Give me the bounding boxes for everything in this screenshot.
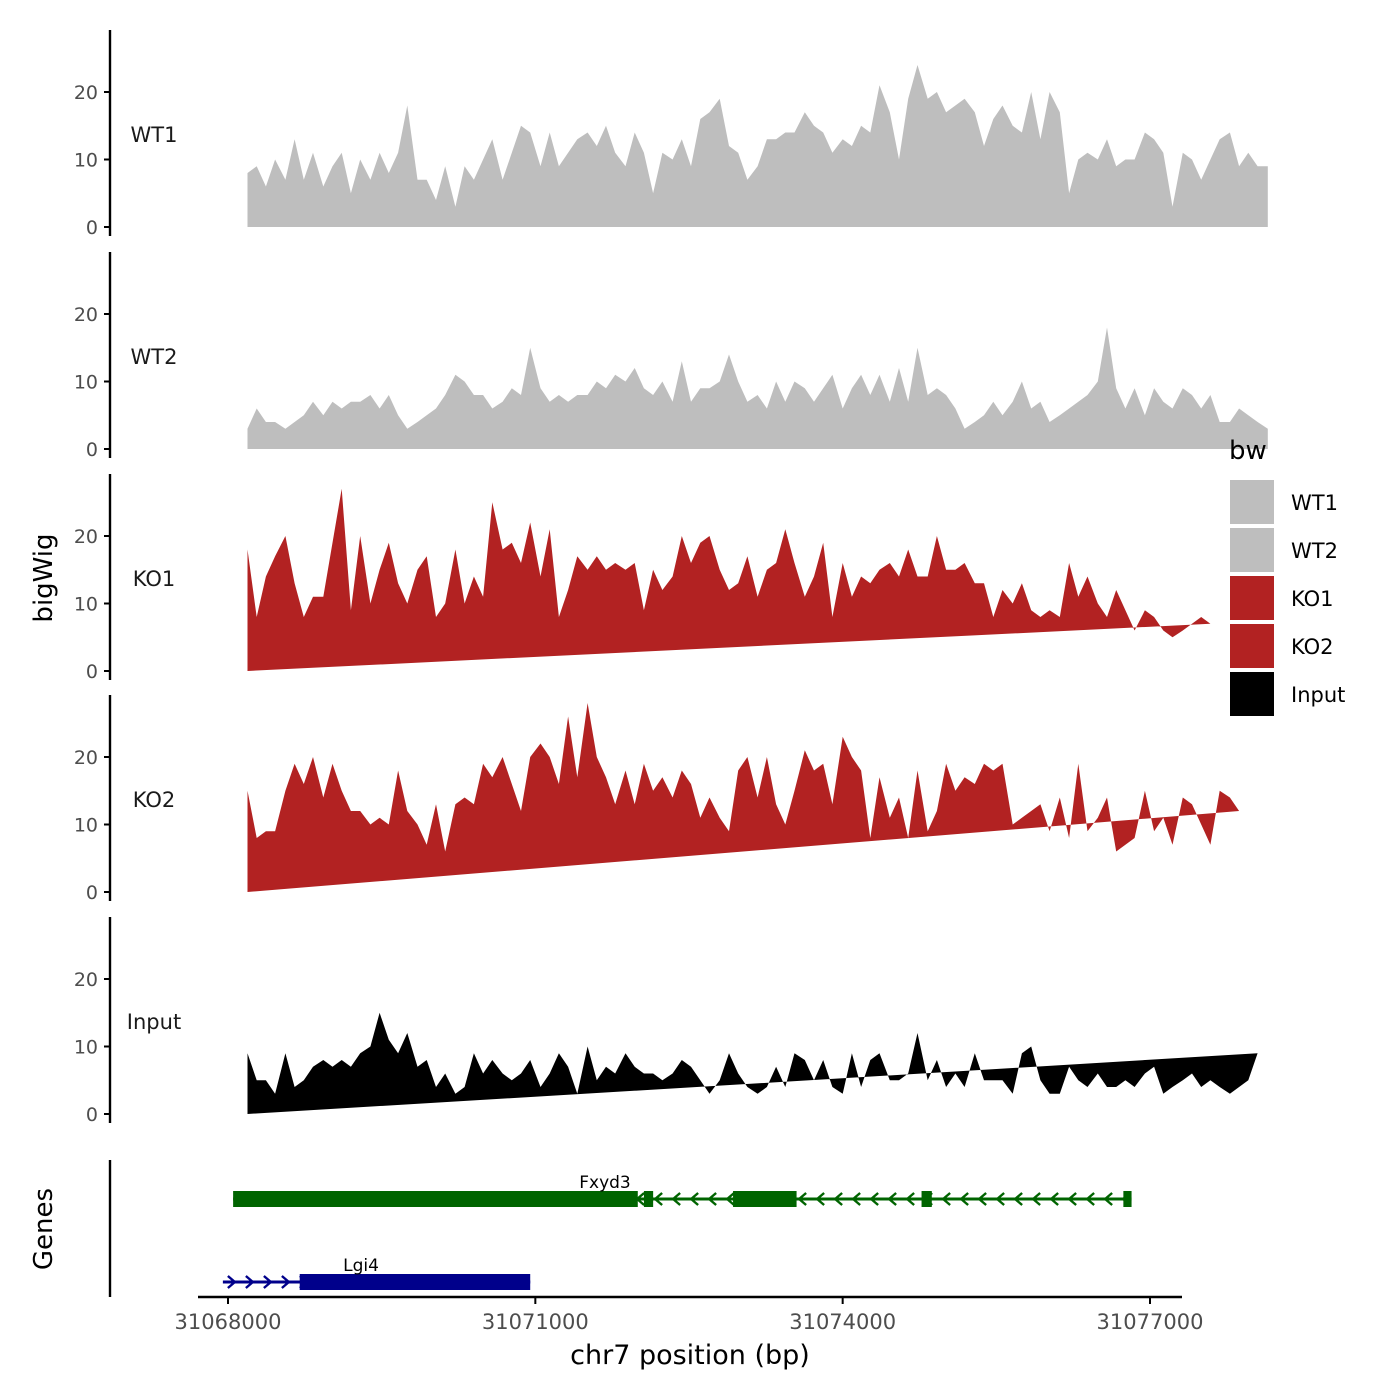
- strand-arrow: [725, 1192, 735, 1206]
- track-area-wt1: [247, 65, 1268, 227]
- y-tick-label: 20: [74, 82, 98, 104]
- gene-exon: [1123, 1191, 1132, 1207]
- track-panel-ko2: 0 10 20 KO2: [74, 695, 1240, 904]
- track-label: KO2: [133, 788, 176, 812]
- track-panel-input: 0 10 20 Input: [74, 917, 1258, 1126]
- x-tick-label: 31071000: [482, 1310, 589, 1334]
- track-label: WT2: [131, 345, 178, 369]
- track-area-wt2: [247, 327, 1268, 449]
- strand-arrow: [815, 1192, 825, 1206]
- x-axis: 31068000 31071000 31074000 31077000: [175, 1295, 1204, 1334]
- track-label: Input: [127, 1010, 181, 1034]
- y-tick-label: 20: [74, 969, 98, 991]
- x-tick-label: 31077000: [1097, 1310, 1204, 1334]
- y-tick-label: 10: [74, 150, 98, 172]
- strand-arrow: [1049, 1192, 1059, 1206]
- gene-exon: [733, 1191, 797, 1207]
- y-tick-label: 20: [74, 304, 98, 326]
- gene-exon: [299, 1274, 531, 1290]
- legend-label: Input: [1291, 683, 1345, 707]
- strand-arrow: [1013, 1192, 1023, 1206]
- strand-arrow: [1103, 1192, 1113, 1206]
- legend-label: KO2: [1291, 635, 1334, 659]
- strand-arrow: [959, 1192, 969, 1206]
- strand-arrow: [281, 1275, 291, 1289]
- gene-exon: [233, 1191, 638, 1207]
- legend-title: bw: [1229, 436, 1267, 466]
- gene-fxyd3: Fxyd3: [233, 1173, 1132, 1207]
- strand-arrow: [689, 1192, 699, 1206]
- track-panel-wt1: 0 10 20 WT1: [74, 30, 1268, 239]
- gene-label: Lgi4: [343, 1256, 379, 1276]
- y-axis-title: bigWig: [29, 533, 59, 622]
- track-label: KO1: [133, 567, 176, 591]
- track-area-input: [247, 1012, 1258, 1114]
- strand-arrow: [653, 1192, 663, 1206]
- gene-label: Fxyd3: [579, 1173, 631, 1193]
- legend-label: WT2: [1291, 539, 1338, 563]
- y-tick-label: 10: [74, 1037, 98, 1059]
- legend: bw WT1 WT2 KO1 KO2 Input: [1229, 436, 1345, 716]
- y-tick-label: 0: [86, 882, 98, 904]
- strand-arrow: [905, 1192, 915, 1206]
- strand-arrow: [869, 1192, 879, 1206]
- y-tick-label: 10: [74, 594, 98, 616]
- strand-arrow: [851, 1192, 861, 1206]
- strand-arrow: [245, 1275, 255, 1289]
- gene-exon: [921, 1191, 932, 1207]
- strand-arrow: [1085, 1192, 1095, 1206]
- legend-label: KO1: [1291, 587, 1334, 611]
- y-tick-label: 20: [74, 747, 98, 769]
- legend-key-wt1: [1230, 480, 1274, 524]
- y-tick-label: 0: [86, 661, 98, 683]
- y-tick-label: 20: [74, 526, 98, 548]
- y-tick-label: 0: [86, 1104, 98, 1126]
- y-tick-label: 10: [74, 815, 98, 837]
- strand-arrow: [227, 1275, 237, 1289]
- track-label: WT1: [131, 123, 178, 147]
- gene-lgi4: Lgi4: [222, 1256, 531, 1290]
- track-panel-wt2: 0 10 20 WT2: [74, 252, 1268, 461]
- x-tick-label: 31068000: [175, 1310, 282, 1334]
- y-tick-label: 0: [86, 217, 98, 239]
- strand-arrow: [977, 1192, 987, 1206]
- strand-arrow: [995, 1192, 1005, 1206]
- strand-arrow: [671, 1192, 681, 1206]
- track-area-ko2: [247, 703, 1240, 892]
- legend-key-ko1: [1230, 576, 1274, 620]
- strand-arrow: [941, 1192, 951, 1206]
- track-panel-ko1: 0 10 20 KO1: [74, 474, 1211, 683]
- x-tick-label: 31074000: [789, 1310, 896, 1334]
- strand-arrow: [1031, 1192, 1041, 1206]
- strand-arrow: [1067, 1192, 1077, 1206]
- x-axis-title: chr7 position (bp): [570, 1340, 810, 1371]
- track-area-ko1: [247, 488, 1211, 671]
- legend-key-ko2: [1230, 624, 1274, 668]
- strand-arrow: [833, 1192, 843, 1206]
- genes-panel: Fxyd3 Lgi4: [108, 1160, 1132, 1297]
- gene-exon: [643, 1191, 654, 1207]
- strand-arrow: [887, 1192, 897, 1206]
- genes-axis-title: Genes: [29, 1188, 59, 1270]
- strand-arrow: [797, 1192, 807, 1206]
- y-tick-label: 0: [86, 439, 98, 461]
- strand-arrow: [263, 1275, 273, 1289]
- y-tick-label: 10: [74, 372, 98, 394]
- legend-key-input: [1230, 672, 1274, 716]
- legend-key-wt2: [1230, 528, 1274, 572]
- strand-arrow: [707, 1192, 717, 1206]
- legend-label: WT1: [1291, 491, 1338, 515]
- tracks-layer: 0 10 20 WT1 0 10 20 WT2 0 10 20 KO1 0 10 20 KO2 0 10 20 Inp…: [74, 30, 1268, 1126]
